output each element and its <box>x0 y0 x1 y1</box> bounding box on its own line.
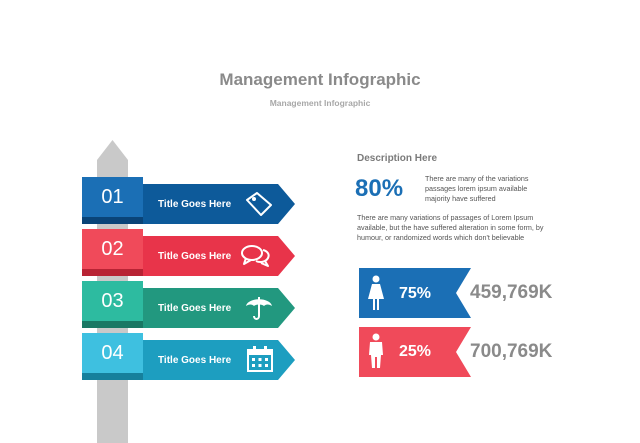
page-title: Management Infographic <box>0 70 640 90</box>
step-3-label: Title Goes Here <box>158 292 231 324</box>
step-4-label: Title Goes Here <box>158 344 231 376</box>
description-paragraph: There are many variations of passages of… <box>357 213 557 243</box>
stat-1-percent: 75% <box>399 285 431 303</box>
step-2-label: Title Goes Here <box>158 240 231 272</box>
highlight-percent-text: There are many of the variations passage… <box>425 174 545 204</box>
highlight-percent: 80% <box>355 175 403 203</box>
stat-2-value: 700,769K <box>470 341 552 363</box>
description-title: Description Here <box>357 153 437 164</box>
page-subtitle: Management Infographic <box>0 98 640 108</box>
speech-bubbles-icon <box>240 243 272 271</box>
step-1-label: Title Goes Here <box>158 188 231 220</box>
step-1-fold <box>82 217 143 224</box>
step-1-number: 01 <box>82 177 143 217</box>
calendar-icon <box>246 345 274 373</box>
umbrella-icon <box>244 293 274 323</box>
male-icon <box>367 333 385 369</box>
step-2-number: 02 <box>82 229 143 269</box>
stat-2-percent: 25% <box>399 343 431 361</box>
step-3-fold <box>82 321 143 328</box>
step-2-fold <box>82 269 143 276</box>
step-3-number: 03 <box>82 281 143 321</box>
step-4-fold <box>82 373 143 380</box>
stat-1-value: 459,769K <box>470 282 552 304</box>
tag-icon <box>244 191 274 217</box>
female-icon <box>366 275 386 311</box>
step-4-number: 04 <box>82 333 143 373</box>
signpost-pole-tip <box>97 140 128 162</box>
